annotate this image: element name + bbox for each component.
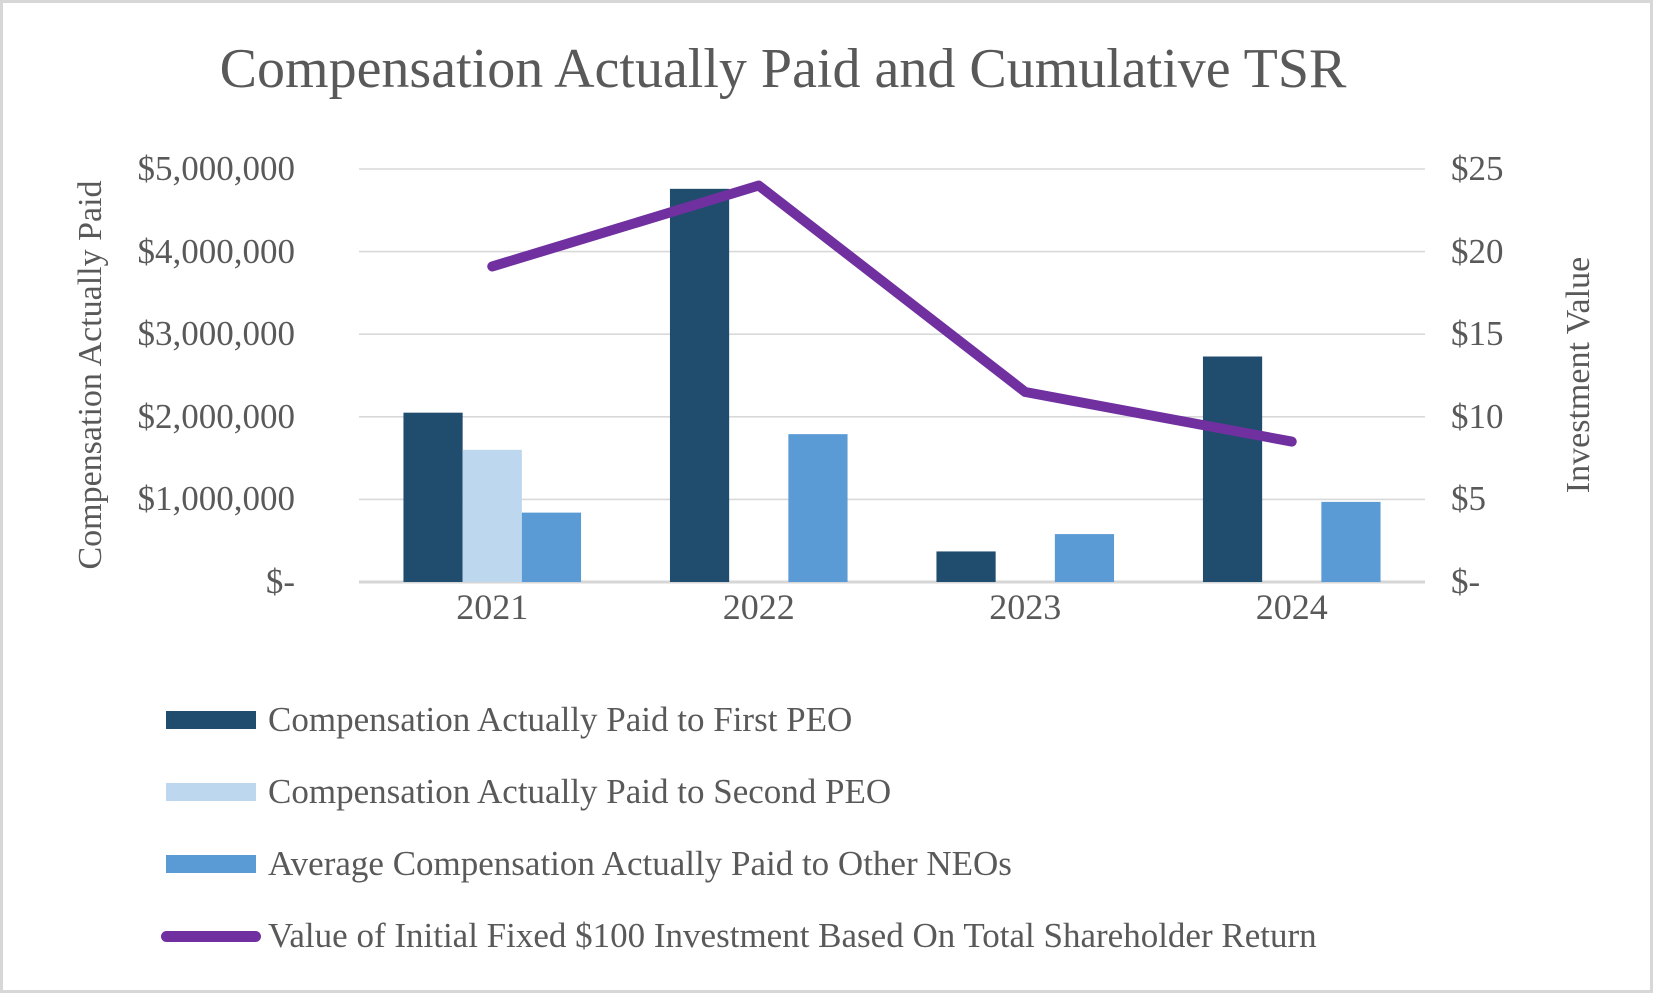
bar-compensation-actually-paid-to-first-peo-2022 [669,188,730,582]
right-axis-tick-5: $25 [1451,149,1504,188]
legend-item-2: Average Compensation Actually Paid to Ot… [3,840,1650,888]
left-axis-tick-2: $2,000,000 [137,396,296,436]
left-axis-tick-5: $5,000,000 [137,149,296,188]
right-axis-tick-4: $20 [1451,231,1504,271]
legend-item-1: Compensation Actually Paid to Second PEO [3,768,1650,816]
legend-label: Compensation Actually Paid to Second PEO [268,772,892,811]
x-axis-label-2023: 2023 [989,587,1062,627]
bar-average-compensation-actually-paid-to-other-neos-2024 [1321,501,1381,582]
bar-compensation-actually-paid-to-first-peo-2023 [936,551,996,582]
bar-compensation-actually-paid-to-first-peo-2021 [403,412,463,582]
bar-compensation-actually-paid-to-first-peo-2024 [1202,356,1263,582]
left-axis-tick-4: $4,000,000 [137,231,296,271]
bar-compensation-actually-paid-to-second-peo-2021 [462,449,522,582]
right-axis-tick-3: $15 [1451,314,1504,354]
left-axis-tick-1: $1,000,000 [137,479,296,519]
bar-average-compensation-actually-paid-to-other-neos-2021 [521,512,582,582]
legend-bar-swatch [166,711,256,729]
legend-bar-swatch [166,783,256,801]
right-axis-tick-2: $10 [1451,396,1504,436]
legend-line-swatch [161,930,261,942]
right-axis-tick-0: $- [1451,562,1481,601]
legend-label: Value of Initial Fixed $100 Investment B… [268,916,1317,955]
x-axis-label-2024: 2024 [1255,587,1328,627]
right-axis-tick-1: $5 [1451,479,1486,519]
legend-item-0: Compensation Actually Paid to First PEO [3,696,1650,744]
x-axis-label-2021: 2021 [456,587,529,627]
legend-bar-swatch [166,855,256,873]
tsr-line [487,180,1297,447]
legend-item-3: Value of Initial Fixed $100 Investment B… [3,912,1650,960]
chart-title: Compensation Actually Paid and Cumulativ… [219,38,1347,100]
left-axis-tick-0: $- [265,562,295,601]
plot-area [359,168,1425,584]
left-axis-tick-3: $3,000,000 [137,314,296,354]
x-axis-label-2022: 2022 [722,587,795,627]
bar-average-compensation-actually-paid-to-other-neos-2022 [788,434,848,582]
legend-label: Average Compensation Actually Paid to Ot… [268,844,1012,883]
legend-label: Compensation Actually Paid to First PEO [268,700,853,739]
bar-average-compensation-actually-paid-to-other-neos-2023 [1054,534,1115,582]
